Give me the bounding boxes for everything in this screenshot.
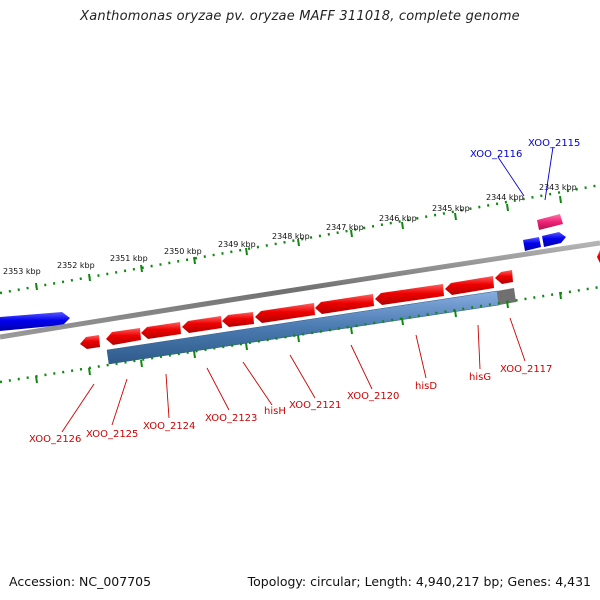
scale-track-lower bbox=[0, 285, 600, 384]
scale-label-2350: 2350 kbp bbox=[164, 247, 202, 256]
reverse-gene-xoo-2120[interactable] bbox=[315, 294, 374, 314]
topology-info: Topology: circular; Length: 4,940,217 bp… bbox=[247, 574, 591, 589]
forward-gene-xoo-2115[interactable] bbox=[542, 232, 566, 247]
gene-label-xoo-2124: XOO_2124 bbox=[143, 421, 195, 432]
gene-label-xoo-2120: XOO_2120 bbox=[347, 391, 399, 402]
operon-bar-end[interactable] bbox=[497, 288, 516, 305]
scale-label-2346: 2346 kbp bbox=[379, 214, 417, 223]
reverse-genes bbox=[80, 270, 513, 349]
forward-gene-highlight[interactable] bbox=[537, 214, 563, 230]
reverse-gene-xoo-2125[interactable] bbox=[106, 328, 141, 345]
scale-label-2345: 2345 kbp bbox=[432, 204, 470, 213]
scale-ticks-lower bbox=[35, 291, 562, 384]
scale-label-2343: 2343 kbp bbox=[539, 183, 577, 192]
reverse-gene-hish[interactable] bbox=[222, 312, 254, 327]
accession-info: Accession: NC_007705 bbox=[9, 574, 152, 589]
reverse-gene-xoo-2123[interactable] bbox=[182, 316, 222, 333]
gene-label-xoo-2115: XOO_2115 bbox=[528, 138, 580, 149]
gene-label-xoo-2116: XOO_2116 bbox=[470, 149, 522, 160]
forward-gene-xoo-2116[interactable] bbox=[523, 237, 541, 251]
reverse-gene-hisd[interactable] bbox=[375, 284, 444, 305]
reverse-gene-xoo-2124[interactable] bbox=[141, 322, 181, 339]
scale-label-2347: 2347 kbp bbox=[326, 223, 364, 232]
scale-label-2348: 2348 kbp bbox=[272, 232, 310, 241]
forward-leaders bbox=[497, 146, 554, 201]
scale-label-2351: 2351 kbp bbox=[110, 254, 148, 263]
scale-label-2353: 2353 kbp bbox=[3, 267, 41, 276]
forward-gene-left[interactable] bbox=[0, 312, 70, 331]
reverse-leaders bbox=[61, 317, 526, 433]
gene-label-xoo-2125: XOO_2125 bbox=[86, 429, 138, 440]
gene-label-xoo-2123: XOO_2123 bbox=[205, 413, 257, 424]
genome-backbone bbox=[0, 240, 600, 340]
gene-label-xoo-2121: XOO_2121 bbox=[289, 400, 341, 411]
gene-label-hisd: hisD bbox=[415, 381, 437, 392]
reverse-gene-xoo-2121[interactable] bbox=[255, 303, 315, 323]
scale-label-2349: 2349 kbp bbox=[218, 240, 256, 249]
scale-label-2352: 2352 kbp bbox=[57, 261, 95, 270]
gene-label-xoo-2117: XOO_2117 bbox=[500, 364, 552, 375]
gene-label-xoo-2126: XOO_2126 bbox=[29, 434, 81, 445]
gene-label-hish: hisH bbox=[264, 406, 286, 417]
reverse-gene-hisg[interactable] bbox=[445, 276, 494, 295]
genome-title: Xanthomonas oryzae pv. oryzae MAFF 31101… bbox=[80, 9, 520, 24]
gene-label-hisg: hisG bbox=[469, 372, 491, 383]
forward-gene-right-edge[interactable] bbox=[597, 250, 600, 263]
reverse-gene-xoo-2117[interactable] bbox=[495, 270, 513, 284]
scale-label-2344: 2344 kbp bbox=[486, 193, 524, 202]
reverse-gene-xoo-2126[interactable] bbox=[80, 335, 100, 349]
scale-ticks-upper bbox=[35, 195, 562, 291]
